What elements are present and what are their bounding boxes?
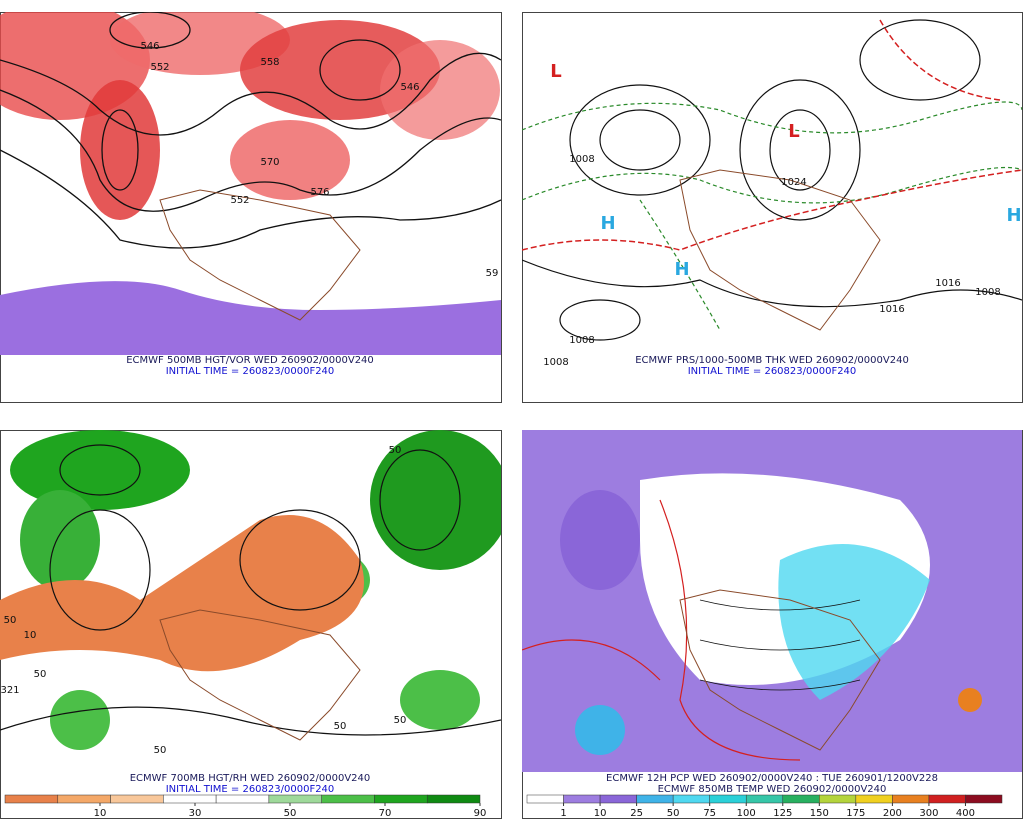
colorbar-swatch [374,794,428,804]
contour-label: 1008 [569,154,594,165]
map-caption: INITIAL TIME = 260823/0000F240 [166,784,335,795]
contour-label: 50 [154,745,167,756]
colorbar-swatch [745,794,784,804]
colorbar-swatch [892,794,930,804]
colorbar-swatch [321,794,375,804]
contour-label: 50 [34,669,47,680]
colorbar-swatch [110,794,164,804]
contour-label: 570 [260,157,279,168]
colorbar-label: 400 [956,808,975,819]
map [0,430,501,750]
colorbar-swatch [4,794,59,804]
contour-label: L [550,61,561,82]
colorbar-swatch [426,794,481,804]
contour-label: 552 [150,62,169,73]
colorbar-swatch [709,794,747,804]
colorbar-label: 175 [846,808,865,819]
colorbar-swatch [526,794,564,804]
contour-label: H [600,213,615,234]
contour-label: 50 [389,445,402,456]
contour-label: 546 [400,82,419,93]
contour-label: 59 [486,268,499,279]
contour-label: 546 [140,41,159,52]
map-caption: ECMWF PRS/1000-500MB THK WED 260902/0000… [635,355,909,366]
map-caption: ECMWF 700MB HGT/RH WED 260902/0000V240 [130,773,371,784]
colorbar-label: 10 [94,808,107,819]
colorbar-swatch [57,794,111,804]
colorbar-swatch [965,794,1003,804]
colorbar-label: 300 [919,808,938,819]
map [522,19,1022,341]
contour-label: 321 [0,685,19,696]
colorbar-swatch [672,794,710,804]
contour-label: 1008 [543,357,568,368]
colorbar-swatch [268,794,322,804]
colorbar-swatch [636,794,674,804]
contour-label: 10 [24,630,37,641]
contour-label: 1016 [935,278,960,289]
contour-label: 1008 [569,335,594,346]
colorbar-swatch [855,794,893,804]
colorbar-label: 10 [594,808,607,819]
colorbar-swatch [928,794,966,804]
contour-label: 1008 [975,287,1000,298]
map-caption: ECMWF 12H PCP WED 260902/0000V240 : TUE … [606,773,938,784]
colorbar-label: 30 [189,808,202,819]
map-caption: ECMWF 500MB HGT/VOR WED 260902/0000V240 [126,355,374,366]
colorbar-label: 100 [737,808,756,819]
colorbar-swatch [819,794,857,804]
colorbar-swatch [215,794,270,804]
panel-frame [522,12,1023,403]
colorbar-label: 90 [474,808,487,819]
colorbar-label: 200 [883,808,902,819]
map [522,430,1022,772]
colorbar-label: 150 [810,808,829,819]
contour-label: 1024 [781,177,806,188]
map-caption: ECMWF 850MB TEMP WED 260902/0000V240 [658,784,887,795]
colorbar-swatch [599,794,637,804]
contour-label: 576 [310,187,329,198]
colorbar-label: 1 [560,808,566,819]
colorbar-swatch [782,794,820,804]
contour-label: H [1006,205,1021,226]
map-caption: INITIAL TIME = 260823/0000F240 [166,366,335,377]
contour-label: 558 [260,57,279,68]
colorbar-label: 70 [379,808,392,819]
contour-label: 50 [4,615,17,626]
contour-label: H [674,259,689,280]
contour-label: 1016 [879,304,904,315]
map [0,12,501,355]
colorbar-swatch [163,794,217,804]
colorbar-label: 75 [703,808,716,819]
contour-label: L [788,121,799,142]
contour-label: 50 [394,715,407,726]
colorbar-label: 50 [667,808,680,819]
map-caption: INITIAL TIME = 260823/0000F240 [688,366,857,377]
contour-label: 50 [334,721,347,732]
colorbar-label: 125 [773,808,792,819]
colorbar-label: 50 [284,808,297,819]
colorbar-swatch [563,794,601,804]
contour-label: 552 [230,195,249,206]
colorbar-label: 25 [630,808,643,819]
